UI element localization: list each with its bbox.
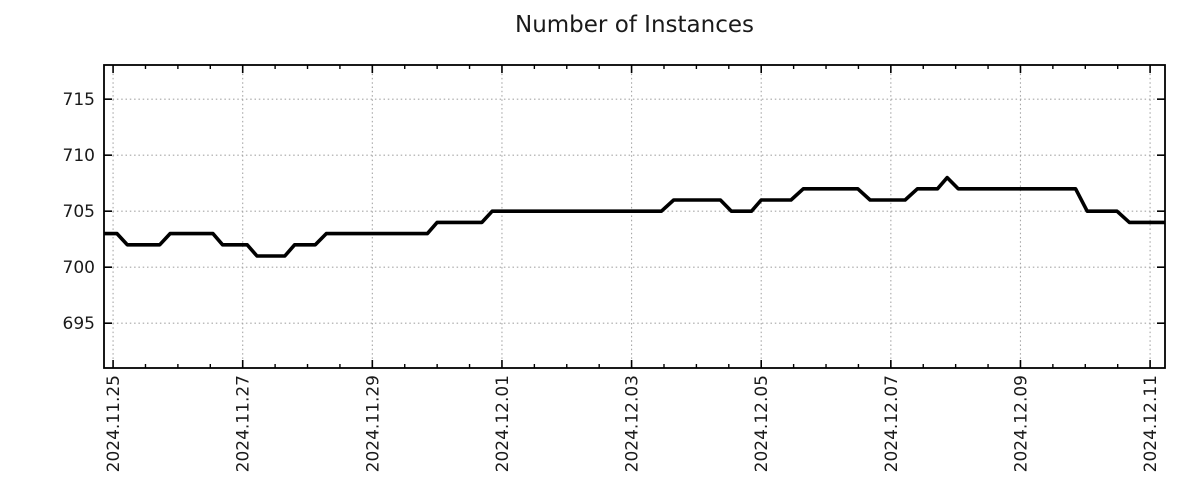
data-line <box>104 175 1165 258</box>
x-tick-label: 2024.12.09 <box>1011 375 1031 472</box>
y-tick-label: 715 <box>63 90 95 110</box>
plot-border <box>103 64 1166 369</box>
x-tick-label: 2024.11.27 <box>234 375 254 472</box>
y-tick-label: 705 <box>63 202 95 222</box>
y-tick-label: 710 <box>63 146 95 166</box>
x-tick-label: 2024.11.25 <box>104 375 124 472</box>
x-tick-label: 2024.12.01 <box>493 375 513 472</box>
x-tick-label: 2024.12.11 <box>1141 375 1161 472</box>
chart-title: Number of Instances <box>515 12 754 38</box>
x-tick-label: 2024.12.05 <box>752 375 772 472</box>
x-tick-label: 2024.12.03 <box>623 375 643 472</box>
x-tick-label: 2024.11.29 <box>363 375 383 472</box>
y-tick-label: 700 <box>63 258 95 278</box>
y-tick-label: 695 <box>63 314 95 334</box>
x-tick-label: 2024.12.07 <box>882 375 902 472</box>
